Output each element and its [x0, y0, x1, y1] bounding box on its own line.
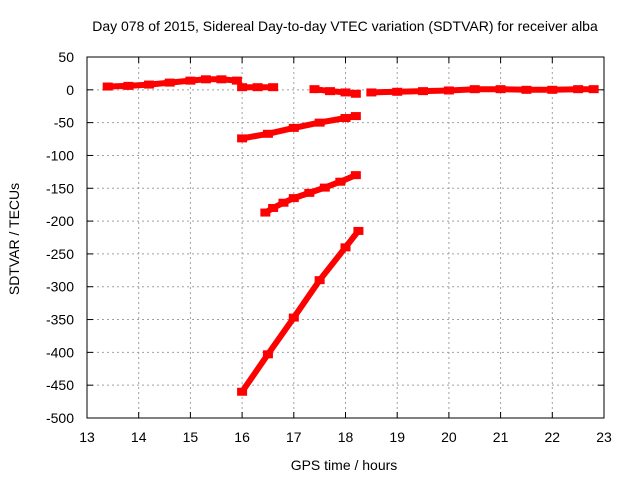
y-tick-label: -300: [46, 279, 74, 295]
data-point: [262, 129, 273, 138]
data-point: [335, 177, 346, 186]
data-point: [469, 85, 480, 94]
data-point: [268, 203, 279, 212]
data-point: [288, 123, 299, 132]
data-point: [353, 226, 364, 235]
data-point: [547, 85, 558, 94]
x-tick-label: 19: [389, 429, 405, 445]
x-tick-label: 17: [286, 429, 302, 445]
y-axis-label: SDTVAR / TECUs: [6, 183, 22, 295]
data-point: [268, 83, 279, 92]
data-point: [237, 134, 248, 143]
data-point: [288, 313, 299, 322]
data-point: [521, 85, 532, 94]
y-tick-label: -400: [46, 344, 74, 360]
y-tick-label: 50: [58, 49, 74, 65]
data-point: [366, 88, 377, 97]
data-series-line: [239, 113, 359, 142]
y-tick-label: -100: [46, 147, 74, 163]
x-tick-label: 16: [234, 429, 250, 445]
data-point: [319, 183, 330, 192]
y-tick-label: -50: [54, 115, 74, 131]
data-point: [314, 118, 325, 127]
data-point: [573, 85, 584, 94]
data-point: [350, 171, 361, 180]
x-tick-label: 21: [493, 429, 509, 445]
data-point: [392, 87, 403, 96]
y-tick-label: -500: [46, 410, 74, 426]
data-point: [314, 276, 325, 285]
y-tick-label: 0: [66, 82, 74, 98]
x-axis-label: GPS time / hours: [291, 457, 398, 473]
chart-title: Day 078 of 2015, Sidereal Day-to-day VTE…: [92, 18, 598, 34]
x-tick-label: 13: [79, 429, 95, 445]
data-point: [418, 87, 429, 96]
data-series-line: [368, 86, 597, 96]
y-tick-label: -250: [46, 246, 74, 262]
data-point: [262, 350, 273, 359]
data-point: [102, 82, 113, 91]
data-point: [324, 87, 335, 96]
data-point: [237, 83, 248, 92]
data-point: [288, 194, 299, 203]
data-point: [304, 188, 315, 197]
data-series-line: [311, 86, 359, 97]
data-point: [231, 76, 242, 85]
data-point: [185, 76, 196, 85]
data-point: [200, 75, 211, 84]
y-tick-label: -200: [46, 213, 74, 229]
x-tick-label: 20: [441, 429, 457, 445]
data-point: [350, 112, 361, 121]
data-point: [260, 208, 271, 217]
data-point: [340, 243, 351, 252]
data-point: [340, 114, 351, 123]
series-layer: [102, 75, 599, 396]
x-tick-label: 23: [596, 429, 612, 445]
grid: [87, 57, 604, 418]
axis-ticks: 13 14 15 16 17 18 19 20 21 22 23-500-450-400-350-3…: [46, 49, 612, 445]
y-tick-label: -350: [46, 312, 74, 328]
data-point: [216, 75, 227, 84]
data-point: [495, 85, 506, 94]
data-point: [144, 80, 155, 89]
x-tick-label: 22: [545, 429, 561, 445]
y-tick-label: -450: [46, 377, 74, 393]
data-point: [443, 86, 454, 95]
data-series-line: [239, 227, 362, 395]
data-point: [588, 85, 599, 94]
data-point: [309, 85, 320, 94]
data-point: [123, 81, 134, 90]
data-point: [252, 83, 263, 92]
y-tick-label: -150: [46, 180, 74, 196]
data-point: [350, 89, 361, 98]
data-point: [164, 78, 175, 87]
x-tick-label: 15: [183, 429, 199, 445]
data-point: [340, 88, 351, 97]
x-tick-label: 18: [338, 429, 354, 445]
data-point: [278, 198, 289, 207]
x-tick-label: 14: [131, 429, 147, 445]
data-point: [237, 387, 248, 396]
